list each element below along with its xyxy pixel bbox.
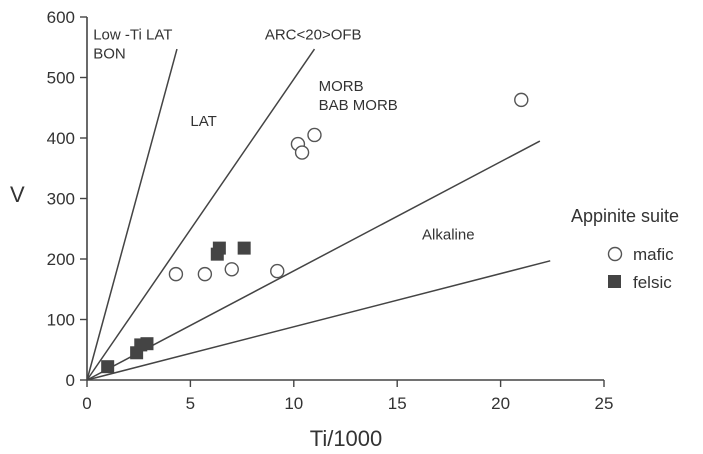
x-tick-label: 25 <box>595 394 614 413</box>
y-tick-label: 0 <box>66 371 75 390</box>
x-axis-title: Ti/1000 <box>310 426 383 451</box>
point-mafic <box>307 127 322 143</box>
region-labels: Low -Ti LAT BON ARC<20>OFB LAT MORB BAB MORB A… <box>93 26 474 243</box>
point-mafic <box>514 92 529 108</box>
y-tick-label: 400 <box>47 129 75 148</box>
point-mafic <box>294 145 310 160</box>
region-label: BAB MORB <box>319 97 398 114</box>
point-mafic <box>270 263 285 279</box>
region-label: MORB <box>319 78 364 95</box>
axes <box>86 17 604 381</box>
reference-line-3 <box>86 140 541 381</box>
y-tick-label: 100 <box>47 311 75 330</box>
y-tick-label: 600 <box>47 8 75 27</box>
legend-mafic-marker <box>607 246 623 262</box>
legend-title: Appinite suite <box>571 206 679 226</box>
point-felsic <box>101 360 115 374</box>
reference-lines <box>86 48 551 381</box>
point-mafic <box>168 266 184 282</box>
reference-line-2 <box>86 48 316 381</box>
legend-mafic-label: mafic <box>633 245 674 264</box>
ticks: 0 5 10 15 20 25 0 100 200 300 400 500 600 <box>47 8 614 413</box>
x-tick-label: 15 <box>388 394 407 413</box>
y-tick-label: 500 <box>47 69 75 88</box>
region-label: BON <box>93 45 126 62</box>
data-points <box>101 92 529 374</box>
point-felsic <box>237 241 251 255</box>
x-tick-label: 20 <box>491 394 510 413</box>
legend: Appinite suite mafic felsic <box>571 206 679 292</box>
y-axis-title: V <box>10 182 25 207</box>
y-tick-label: 300 <box>47 190 75 209</box>
y-tick-label: 200 <box>47 250 75 269</box>
region-label: Alkaline <box>422 227 475 244</box>
x-tick-label: 0 <box>82 394 91 413</box>
x-tick-label: 5 <box>186 394 195 413</box>
legend-felsic-label: felsic <box>633 273 672 292</box>
point-felsic <box>140 337 154 351</box>
reference-line-4 <box>86 260 551 381</box>
legend-felsic-marker <box>608 275 621 288</box>
region-label: ARC<20>OFB <box>265 26 362 43</box>
point-felsic <box>212 241 226 255</box>
region-label: LAT <box>190 113 216 130</box>
x-tick-label: 10 <box>284 394 303 413</box>
point-mafic <box>197 266 213 282</box>
point-mafic <box>224 262 239 277</box>
region-label: Low -Ti LAT <box>93 26 172 43</box>
reference-line-1 <box>86 48 178 381</box>
